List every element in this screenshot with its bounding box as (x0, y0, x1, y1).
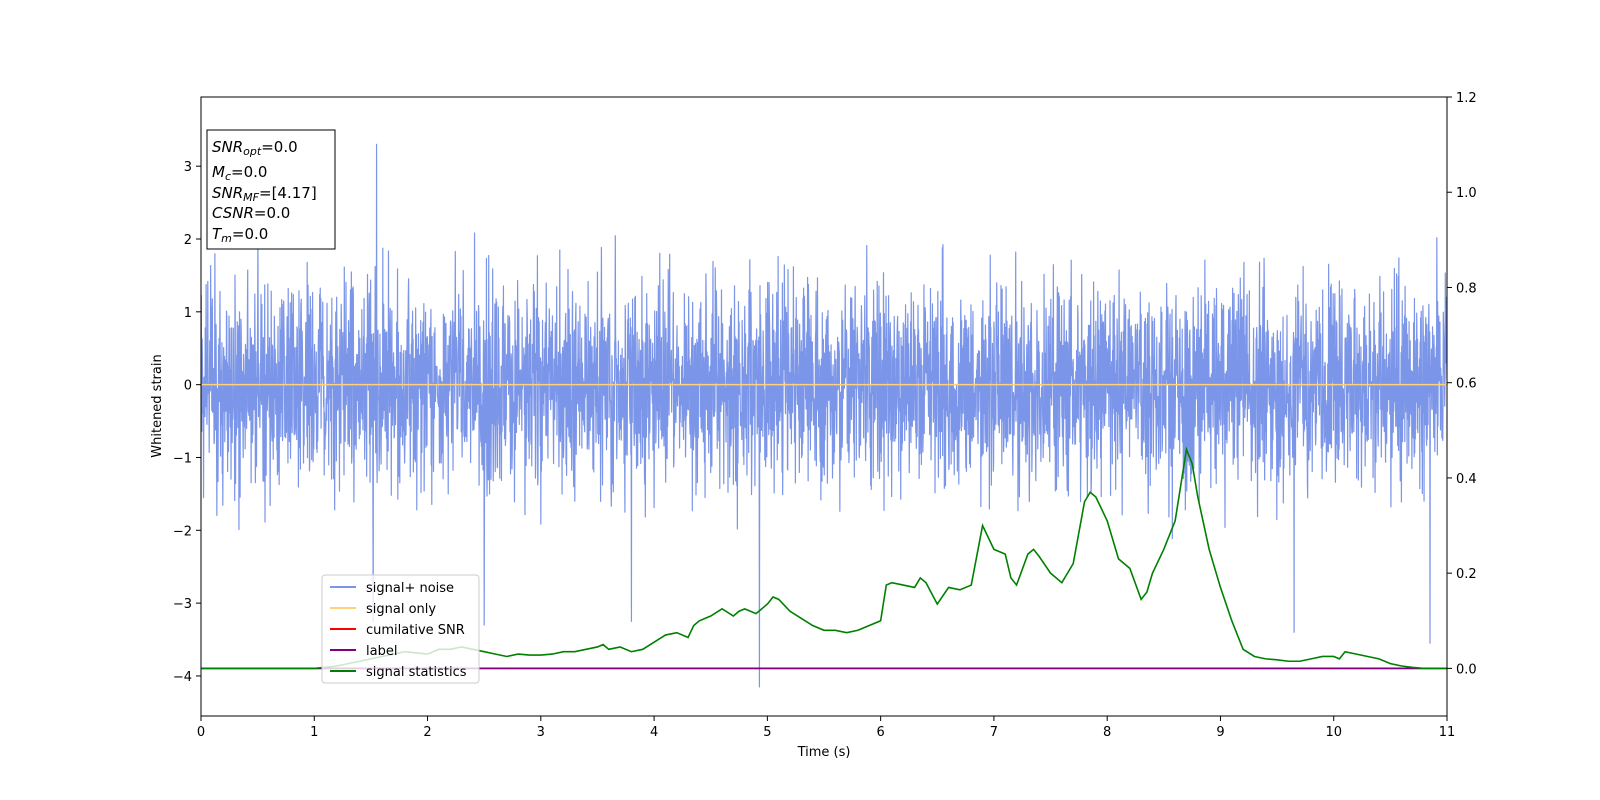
legend-label: cumilative SNR (366, 623, 465, 638)
legend-label: signal only (366, 602, 436, 617)
y2-tick-label: 0.4 (1456, 472, 1477, 487)
y-tick-label: −4 (173, 670, 192, 685)
y2-tick-label: 1.2 (1456, 91, 1477, 106)
x-tick-label: 1 (310, 725, 318, 740)
x-tick-label: 5 (763, 725, 771, 740)
y-tick-label: −2 (173, 524, 192, 539)
y-tick-label: 2 (184, 233, 192, 248)
x-tick-label: 0 (197, 725, 205, 740)
annotation-box: SNRopt=0.0 Mc=0.0 SNRMF=[4.17] CSNR=0.0 … (206, 129, 336, 250)
series-signal-noise-line (201, 143, 1447, 688)
x-tick-label: 10 (1325, 725, 1342, 740)
legend: signal+ noise signal only cumilative SNR la… (321, 574, 480, 684)
plot-frame (200, 96, 1448, 717)
x-tick-label: 6 (876, 725, 884, 740)
y-tick-label: 0 (184, 379, 192, 394)
y-tick-label: 1 (184, 306, 192, 321)
y2-tick-label: 0.8 (1456, 281, 1477, 296)
y2-tick-label: 0.2 (1456, 567, 1477, 582)
x-tick-label: 11 (1439, 725, 1456, 740)
x-tick-label: 3 (537, 725, 545, 740)
x-tick-label: 2 (423, 725, 431, 740)
y-tick-label: −1 (173, 451, 192, 466)
y-axis-left: −4 −3 −2 −1 0 1 2 3 (173, 160, 201, 685)
annotation-snr-opt: SNRopt=0.0 (212, 138, 298, 158)
x-tick-label: 4 (650, 725, 658, 740)
annotation-csnr: CSNR=0.0 (212, 204, 290, 222)
x-tick-label: 9 (1216, 725, 1224, 740)
y2-tick-label: 0.6 (1456, 377, 1477, 392)
x-axis-title: Time (s) (797, 745, 851, 760)
legend-label: signal+ noise (366, 581, 454, 596)
legend-label: signal statistics (366, 665, 467, 680)
y2-tick-label: 0.0 (1456, 662, 1477, 677)
y-axis-title: Whitened strain (150, 354, 165, 457)
y-axis-right: 0.0 0.2 0.4 0.6 0.8 1.0 1.2 (1447, 91, 1477, 677)
series-signal-statistics-line (201, 446, 1447, 670)
annotation-tm: Tm=0.0 (212, 225, 268, 245)
annotation-snr-mf: SNRMF=[4.17] (212, 184, 317, 204)
y-tick-label: 3 (184, 160, 192, 175)
y-tick-label: −3 (173, 597, 192, 612)
x-tick-label: 7 (990, 725, 998, 740)
y2-tick-label: 1.0 (1456, 186, 1477, 201)
annotation-mc: Mc=0.0 (212, 163, 267, 183)
x-tick-label: 8 (1103, 725, 1111, 740)
legend-label: label (366, 644, 397, 659)
x-axis: 0 1 2 3 4 5 6 7 8 9 10 11 (197, 716, 1455, 740)
